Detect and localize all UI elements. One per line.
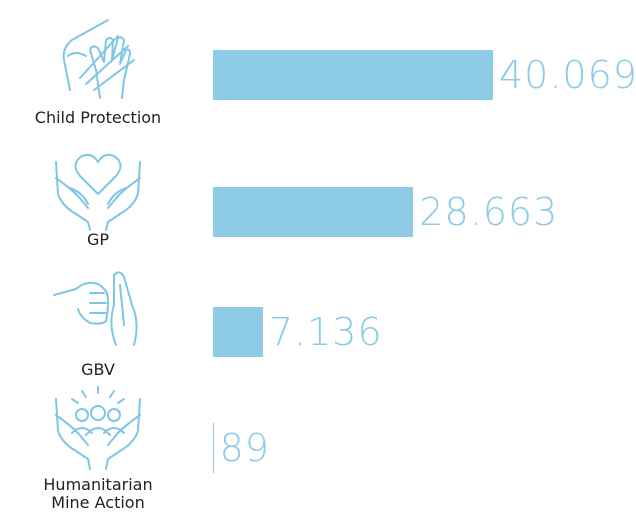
icon-fist-hand: [53, 271, 138, 346]
value-label: 28.663: [419, 190, 559, 234]
value-label: 7.136: [268, 310, 383, 354]
value-label: 89: [219, 426, 270, 470]
icon-heart-hands: [55, 153, 141, 231]
bar: [213, 307, 263, 357]
bar: [213, 423, 214, 473]
category-label: Child Protection: [34, 108, 162, 127]
category-label: GBV: [81, 360, 115, 379]
value-label: 40.069: [499, 53, 636, 97]
bar: [213, 50, 493, 100]
category-label: GP: [86, 230, 110, 249]
icon-people-hands: [55, 386, 141, 470]
category-label: Humanitarian Mine Action: [43, 475, 153, 512]
bar: [213, 187, 414, 237]
icon-hands: [62, 19, 135, 99]
